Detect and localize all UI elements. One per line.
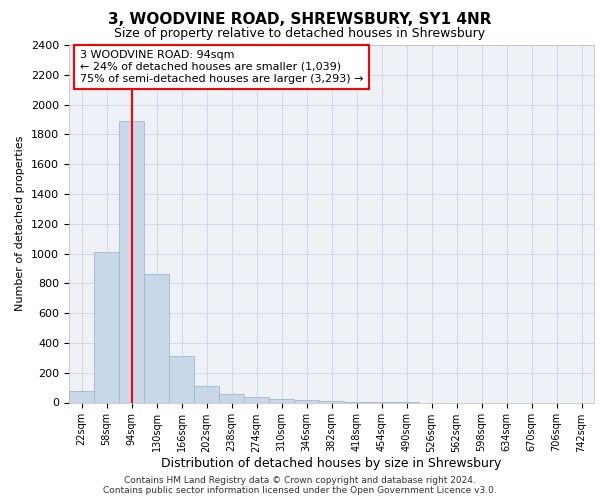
Bar <box>69 390 94 402</box>
Bar <box>294 400 319 402</box>
Text: 3 WOODVINE ROAD: 94sqm
← 24% of detached houses are smaller (1,039)
75% of semi-: 3 WOODVINE ROAD: 94sqm ← 24% of detached… <box>79 50 363 84</box>
Bar <box>244 396 269 402</box>
Text: Contains HM Land Registry data © Crown copyright and database right 2024.
Contai: Contains HM Land Registry data © Crown c… <box>103 476 497 495</box>
Bar <box>94 252 119 402</box>
Bar <box>219 394 244 402</box>
Text: 3, WOODVINE ROAD, SHREWSBURY, SY1 4NR: 3, WOODVINE ROAD, SHREWSBURY, SY1 4NR <box>108 12 492 28</box>
Bar <box>169 356 194 403</box>
Bar <box>194 386 219 402</box>
Text: Size of property relative to detached houses in Shrewsbury: Size of property relative to detached ho… <box>115 28 485 40</box>
Y-axis label: Number of detached properties: Number of detached properties <box>16 136 25 312</box>
Bar <box>144 274 169 402</box>
Bar <box>269 399 294 402</box>
Bar <box>119 121 144 402</box>
X-axis label: Distribution of detached houses by size in Shrewsbury: Distribution of detached houses by size … <box>161 457 502 470</box>
